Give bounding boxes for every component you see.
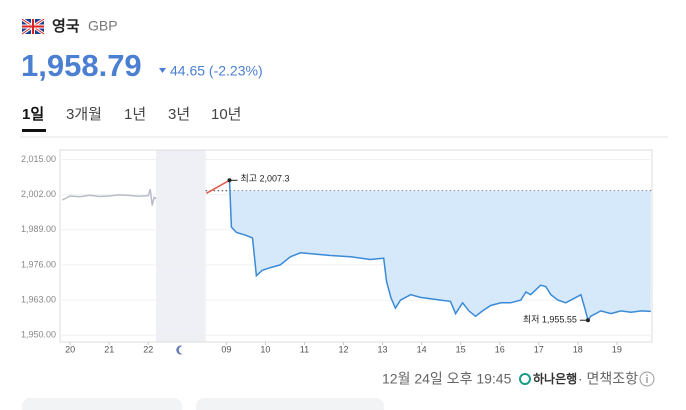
x-tick-label: 22	[143, 344, 153, 354]
x-tick-label: 21	[104, 344, 114, 354]
line	[61, 188, 157, 206]
x-tick-label: 13	[378, 344, 388, 354]
annotation-label: 최고 2,007.3	[240, 174, 289, 184]
x-tick-label: 14	[417, 344, 427, 354]
tab[interactable]: 1일	[22, 106, 44, 123]
rate: 1,958.79	[21, 48, 142, 83]
tab[interactable]: 3년	[168, 106, 190, 123]
x-tick-label: 09	[221, 344, 231, 354]
y-tick-label: 1,950.00	[21, 330, 56, 340]
country: 영국	[52, 17, 80, 35]
bank-logo	[519, 373, 531, 385]
x-tick-label: 12	[338, 344, 348, 354]
line	[228, 180, 651, 322]
flag	[21, 17, 45, 36]
moon-icon	[176, 345, 183, 355]
x-tick-label: 19	[612, 344, 622, 354]
x-tick-label: 15	[456, 344, 466, 354]
tab[interactable]: 10년	[211, 106, 242, 123]
disclaimer[interactable]: · 면책조항	[578, 371, 638, 387]
plot-frame	[59, 149, 653, 343]
bank: 하나은행	[533, 371, 577, 386]
change: 44.65 (-2.23%)	[170, 63, 263, 79]
line	[206, 179, 230, 194]
y-tick-label: 1,976.00	[21, 259, 56, 269]
info-icon[interactable]	[639, 371, 655, 387]
card-placeholder	[22, 398, 182, 410]
tab[interactable]: 3개월	[66, 106, 102, 123]
x-tick-label: 17	[534, 344, 544, 354]
x-tick-label: 10	[260, 344, 270, 354]
x-tick-label: 18	[573, 344, 583, 354]
card-placeholder	[196, 398, 384, 410]
annotation-label: 최저 1,955.55	[523, 315, 577, 325]
y-tick-label: 2,002.00	[21, 189, 56, 199]
timestamp: 12월 24일 오후 19:45	[382, 371, 512, 387]
night-band	[156, 150, 206, 342]
x-tick-label: 16	[495, 344, 505, 354]
y-tick-label: 1,989.00	[21, 224, 56, 234]
y-tick-label: 2,015.00	[21, 154, 56, 164]
area	[229, 180, 651, 321]
tab[interactable]: 1년	[124, 106, 146, 123]
x-tick-label: 11	[300, 344, 309, 354]
chart: 2,015.00 2,002.00 1,989.00 1,976.00 1,963.00…	[21, 149, 653, 355]
tabs: 1일 3개월 1년 3년 10년	[22, 106, 242, 132]
down-arrow	[159, 68, 166, 73]
currency: GBP	[88, 18, 118, 34]
x-tick-label: 20	[65, 344, 75, 354]
y-tick-label: 1,963.00	[21, 294, 56, 304]
tab-underline	[22, 129, 46, 132]
